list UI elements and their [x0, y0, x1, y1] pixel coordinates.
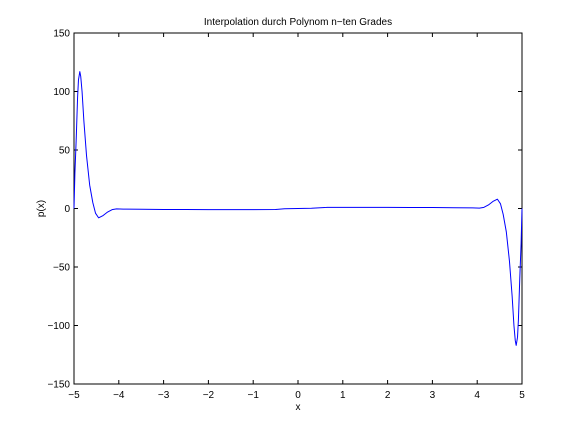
- x-tick-label: 4: [474, 390, 480, 401]
- x-tick-label: −4: [113, 390, 125, 401]
- y-tick-label: −100: [47, 321, 70, 332]
- x-tick-label: −5: [68, 390, 80, 401]
- x-tick-label: 2: [385, 390, 391, 401]
- x-tick-label: −1: [247, 390, 259, 401]
- x-tick-label: 5: [519, 390, 525, 401]
- x-tick-label: −3: [158, 390, 170, 401]
- y-tick-label: 150: [53, 29, 70, 40]
- x-axis: −5 −4 −3 −2 −1 0 1 2 3 4 5: [68, 33, 525, 401]
- x-tick-label: 3: [430, 390, 436, 401]
- y-tick-label: −50: [53, 263, 70, 274]
- y-tick-label: 0: [64, 204, 70, 215]
- y-tick-label: −150: [47, 380, 70, 391]
- x-tick-label: 1: [340, 390, 346, 401]
- x-axis-label: x: [296, 402, 301, 413]
- x-tick-label: 0: [295, 390, 301, 401]
- x-tick-label: −2: [203, 390, 215, 401]
- chart-title: Interpolation durch Polynom n−ten Grades: [204, 17, 392, 28]
- y-tick-label: 100: [53, 87, 70, 98]
- y-tick-label: 50: [59, 146, 71, 157]
- y-axis: −150 −100 −50 0 50 100 150: [47, 29, 522, 391]
- series-line-0: [73, 71, 523, 346]
- y-axis-label: p(x): [36, 200, 47, 217]
- series-layer: [73, 71, 523, 346]
